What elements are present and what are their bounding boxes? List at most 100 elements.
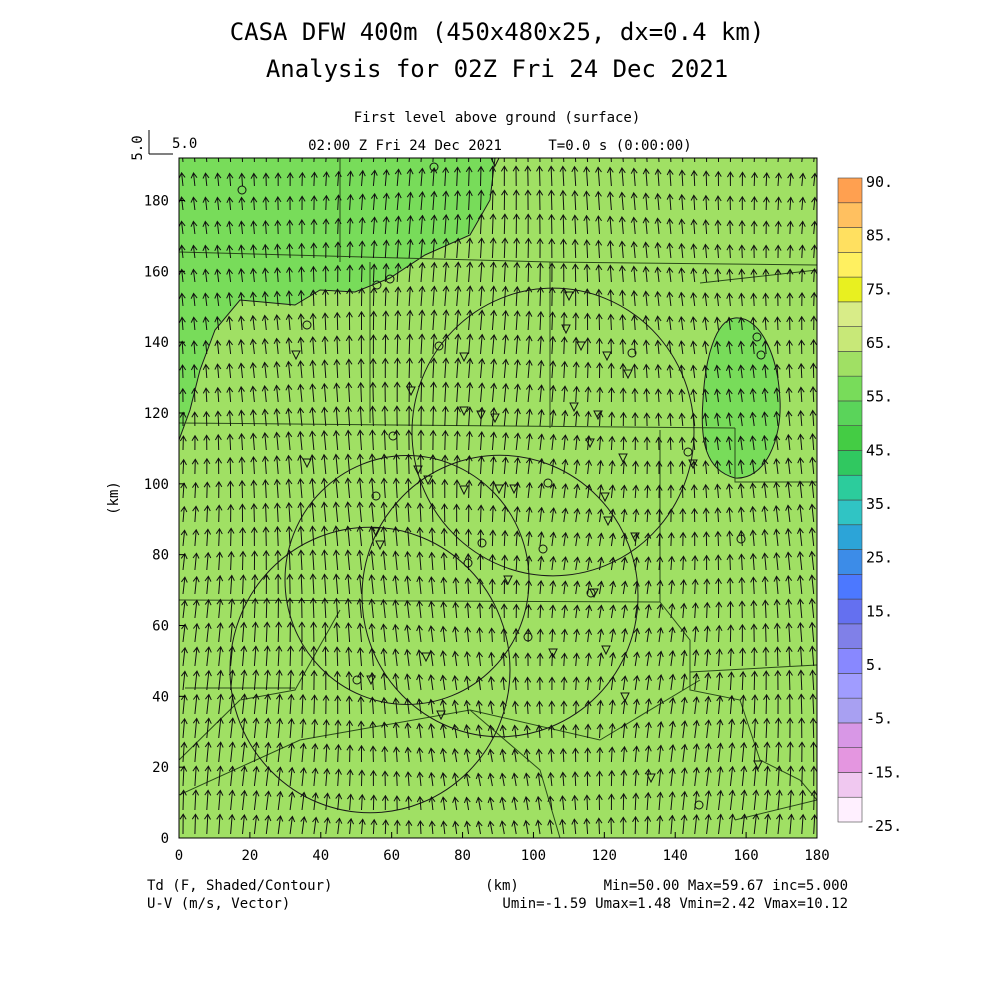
wind-vector — [297, 549, 305, 571]
wind-vector — [548, 286, 556, 307]
wind-vector — [464, 626, 472, 643]
wind-vector — [310, 669, 318, 691]
wind-vector — [309, 359, 317, 379]
wind-vector — [549, 604, 557, 619]
wind-vector — [451, 699, 459, 715]
wind-vector — [356, 598, 364, 619]
wind-vector — [404, 599, 411, 619]
wind-vector — [238, 172, 246, 187]
wind-vector — [703, 625, 711, 643]
wind-vector — [501, 213, 509, 235]
wind-vector — [453, 166, 461, 187]
wind-vector — [762, 622, 770, 643]
wind-vector — [454, 405, 461, 427]
wind-vector — [286, 621, 294, 643]
wind-vector — [549, 384, 557, 403]
colorbar-cell — [837, 574, 863, 600]
wind-vector — [276, 742, 284, 763]
wind-vector — [181, 599, 188, 619]
wind-vector — [714, 436, 721, 451]
wind-vector — [418, 309, 426, 331]
wind-vector — [344, 597, 352, 619]
wind-vector — [297, 454, 305, 475]
wind-vector — [749, 482, 757, 499]
wind-vector — [285, 313, 293, 331]
wind-vector — [274, 597, 282, 619]
wind-vector — [796, 527, 804, 547]
wind-vector — [773, 434, 781, 451]
wind-vector — [572, 700, 580, 715]
wind-vector — [322, 218, 330, 235]
wind-vector — [454, 213, 462, 235]
wind-vector — [752, 813, 760, 835]
station-triangle — [413, 465, 423, 476]
wind-vector — [228, 717, 236, 739]
wind-vector — [786, 220, 794, 235]
wind-vector — [584, 386, 592, 403]
wind-vector — [549, 555, 557, 571]
wind-vector — [547, 165, 555, 187]
colorbar-cell — [837, 400, 863, 426]
wind-vector — [585, 532, 593, 547]
wind-vector — [808, 597, 816, 619]
wind-vector — [466, 285, 474, 307]
wind-vector — [797, 621, 805, 643]
wind-vector — [285, 454, 293, 475]
station-triangle — [564, 291, 574, 302]
wind-vector — [536, 262, 544, 283]
wind-vector — [344, 525, 352, 547]
wind-vector — [809, 480, 816, 499]
county-boundary — [689, 664, 817, 673]
wind-vector — [572, 312, 580, 331]
wind-vector — [632, 508, 640, 523]
wind-vector — [608, 484, 616, 499]
wind-vector — [322, 670, 330, 690]
wind-vector — [726, 316, 733, 331]
wind-vector — [644, 508, 652, 523]
wind-vector — [418, 238, 426, 259]
wind-vector — [619, 289, 626, 307]
wind-vector — [429, 454, 437, 474]
wind-vector — [405, 453, 413, 475]
wind-vector — [393, 819, 401, 835]
wind-vector — [310, 694, 318, 715]
wind-vector — [669, 697, 676, 715]
wind-vector — [526, 432, 533, 451]
wind-vector — [273, 408, 281, 427]
wind-vector — [334, 194, 342, 211]
wind-vector — [618, 191, 626, 211]
wind-vector — [241, 158, 243, 163]
wind-vector — [252, 693, 260, 715]
wind-vector — [572, 723, 580, 739]
wind-vector — [644, 768, 652, 787]
wind-vector — [274, 172, 282, 187]
wind-vector — [694, 158, 696, 163]
wind-vector — [584, 410, 592, 427]
wind-vector — [764, 789, 771, 811]
colorbar-cell — [837, 697, 863, 724]
wind-vector — [725, 364, 733, 379]
colorbar-label: 90. — [866, 173, 893, 191]
wind-vector — [596, 770, 603, 787]
wind-vector — [466, 237, 474, 259]
wind-vector — [346, 217, 354, 235]
wind-vector — [525, 334, 533, 355]
wind-vector — [609, 580, 617, 595]
wind-vector — [297, 525, 305, 547]
wind-vector — [476, 578, 484, 595]
wind-vector — [739, 647, 747, 667]
wind-vector — [632, 484, 640, 499]
wind-vector — [678, 388, 686, 403]
wind-vector — [204, 575, 212, 595]
wind-vector — [263, 597, 271, 619]
wind-vector — [797, 480, 804, 499]
wind-vector — [668, 791, 676, 811]
wind-vector — [346, 264, 354, 283]
wind-vector — [548, 700, 556, 715]
wind-vector — [571, 818, 579, 835]
y-tick-label: 80 — [152, 548, 169, 564]
wind-vector — [525, 506, 533, 523]
wind-vector — [464, 650, 471, 667]
wind-vector — [358, 216, 366, 235]
wind-vector — [537, 310, 545, 331]
